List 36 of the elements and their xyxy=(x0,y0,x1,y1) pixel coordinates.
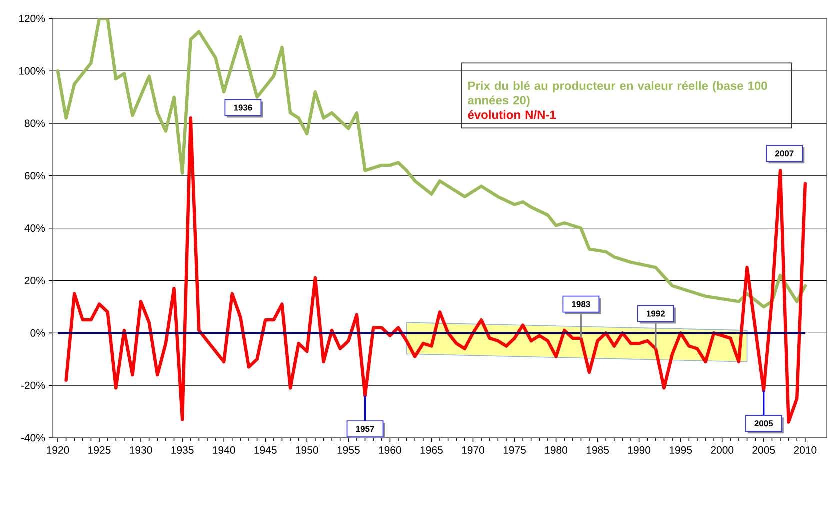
x-tick-label: 1950 xyxy=(296,446,318,454)
x-tick-label: 1930 xyxy=(130,446,152,454)
x-tick-label: 1995 xyxy=(670,446,692,454)
x-tick-label: 1980 xyxy=(545,446,568,454)
y-tick-label: 120% xyxy=(19,14,46,22)
annotation: 1957 xyxy=(356,426,374,432)
y-tick-label: 0% xyxy=(30,329,46,337)
x-tick-label: 2010 xyxy=(794,446,817,454)
x-tick-label: 1955 xyxy=(338,446,360,454)
x-tick-label: 2005 xyxy=(752,446,776,454)
text: Prix du blé au producteur en valeur réelle (base 100 années 20) xyxy=(468,81,768,108)
y-tick-label: 100% xyxy=(19,67,46,75)
x-tick-label: 1940 xyxy=(213,446,236,454)
annotation: 1983 xyxy=(572,301,590,308)
annotation: 2005 xyxy=(754,420,774,427)
x-tick-label: 1965 xyxy=(420,446,443,454)
annotation: 1936 xyxy=(234,104,252,111)
text: évolution N/N-1 xyxy=(468,110,556,120)
annotation: 1992 xyxy=(647,310,666,317)
x-tick-label: 1990 xyxy=(628,446,651,454)
y-tick-label: 20% xyxy=(24,277,46,284)
x-tick-label: 1935 xyxy=(172,446,194,454)
x-tick-label: 1985 xyxy=(586,446,610,454)
x-tick-label: 1925 xyxy=(88,446,111,454)
x-tick-label: 1970 xyxy=(462,446,484,454)
y-tick-label: 60% xyxy=(24,172,46,180)
x-tick-label: 2000 xyxy=(711,446,734,454)
y-tick-label: -40% xyxy=(21,434,46,442)
x-tick-label: 1920 xyxy=(47,446,70,454)
y-tick-label: 40% xyxy=(24,224,46,232)
x-tick-label: 1960 xyxy=(379,446,402,454)
x-tick-label: 1975 xyxy=(504,446,526,454)
y-tick-label: -20% xyxy=(21,382,46,390)
annotation: 2007 xyxy=(775,150,794,157)
y-tick-label: 80% xyxy=(24,120,46,128)
x-tick-label: 1945 xyxy=(254,446,277,454)
